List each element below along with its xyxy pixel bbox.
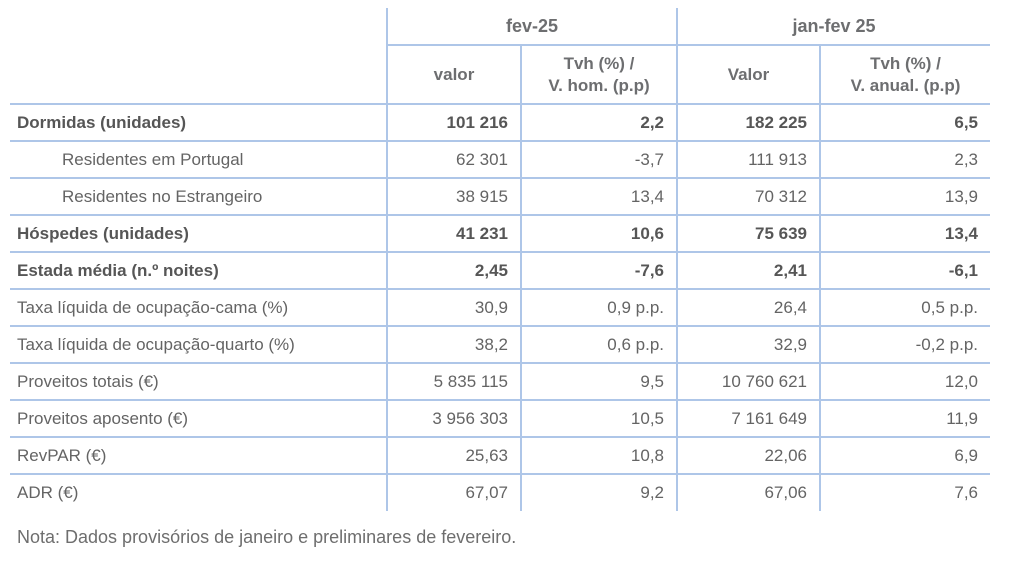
header-tvh-hom: Tvh (%) / V. hom. (p.p): [521, 45, 678, 105]
statistics-table: fev-25 jan-fev 25 valor Tvh (%) / V. hom…: [10, 8, 991, 511]
cell-value: 7 161 649: [677, 400, 821, 438]
cell-value: 67,07: [387, 474, 522, 511]
row-label: Dormidas (unidades): [10, 104, 388, 142]
cell-value: 3 956 303: [387, 400, 522, 438]
column-group-jan-fev-25: jan-fev 25: [677, 8, 991, 46]
cell-value: 2,45: [387, 252, 522, 290]
row-label: RevPAR (€): [10, 437, 388, 475]
table-row-revpar: RevPAR (€) 25,63 10,8 22,06 6,9: [10, 437, 991, 475]
row-label: Taxa líquida de ocupação-cama (%): [10, 289, 388, 327]
cell-value: 7,6: [954, 483, 979, 502]
cell-value: 0,6 p.p.: [521, 326, 678, 364]
corner-cell: [10, 8, 388, 45]
cell-value: 101 216: [387, 104, 522, 142]
table-row-proveitos-aposento: Proveitos aposento (€) 3 956 303 10,5 7 …: [10, 400, 991, 438]
cell-value: 0,5 p.p.: [820, 289, 991, 327]
cell-value: -6,1: [820, 252, 991, 290]
row-label: Hóspedes (unidades): [10, 215, 388, 253]
cell-value: 2,3: [820, 141, 991, 179]
table-row-residentes-estrangeiro: Residentes no Estrangeiro 38 915 13,4 70…: [10, 178, 991, 216]
cell-value: 38 915: [387, 178, 522, 216]
cell-value: 6,9: [820, 437, 991, 475]
cell-value: 0,9 p.p.: [521, 289, 678, 327]
cell-value: 5 835 115: [387, 363, 522, 401]
row-label: Proveitos totais (€): [10, 363, 388, 401]
cell-value: 9,5: [521, 363, 678, 401]
cell-value: 38,2: [387, 326, 522, 364]
cell-value: 182 225: [677, 104, 821, 142]
cell-value: 6,5: [820, 104, 991, 142]
cell-value: 10,6: [521, 215, 678, 253]
row-label: Estada média (n.º noites): [10, 252, 388, 290]
cell-value: 13,4: [820, 215, 991, 253]
cell-value: 62 301: [387, 141, 522, 179]
cell-value: 41 231: [387, 215, 522, 253]
table-row-adr: ADR (€) 67,07 9,2 67,06 7,6: [10, 474, 990, 511]
column-group-header-row: fev-25 jan-fev 25: [10, 8, 991, 46]
header-valor-janfev: Valor: [677, 45, 821, 105]
cell-value: -7,6: [521, 252, 678, 290]
cell-value: 11,9: [820, 400, 991, 438]
cell-value: 12,0: [820, 363, 991, 401]
cell-value: 10 760 621: [677, 363, 821, 401]
cell-value: 70 312: [677, 178, 821, 216]
cell-value: 13,4: [521, 178, 678, 216]
cell-value: -0,2 p.p.: [820, 326, 991, 364]
cell-value: 22,06: [677, 437, 821, 475]
row-label: Taxa líquida de ocupação-quarto (%): [10, 326, 388, 364]
cell-value: 30,9: [387, 289, 522, 327]
header-valor-fev: valor: [387, 45, 522, 105]
cell-value: 26,4: [677, 289, 821, 327]
column-group-fev-25: fev-25: [387, 8, 678, 46]
table-row-dormidas: Dormidas (unidades) 101 216 2,2 182 225 …: [10, 104, 991, 142]
cell-value: 32,9: [677, 326, 821, 364]
cell-value: 75 639: [677, 215, 821, 253]
row-label: Residentes em Portugal: [10, 141, 388, 179]
row-label: Residentes no Estrangeiro: [10, 178, 388, 216]
row-label: ADR (€): [10, 474, 388, 511]
cell-value: 67,06: [677, 474, 821, 511]
cell-value: 10,8: [521, 437, 678, 475]
cell-value: -3,7: [521, 141, 678, 179]
corner-cell: [10, 45, 388, 105]
cell-value: 10,5: [521, 400, 678, 438]
footnote: Nota: Dados provisórios de janeiro e pre…: [17, 527, 517, 547]
cell-value: 111 913: [677, 141, 821, 179]
row-label: Proveitos aposento (€): [10, 400, 388, 438]
header-tvh-anual: Tvh (%) / V. anual. (p.p): [820, 45, 991, 105]
table-row-ocupacao-quarto: Taxa líquida de ocupação-quarto (%) 38,2…: [10, 326, 991, 364]
cell-value: 9,2: [521, 474, 678, 511]
table-row-hospedes: Hóspedes (unidades) 41 231 10,6 75 639 1…: [10, 215, 991, 253]
cell-value: 2,2: [521, 104, 678, 142]
table-row-ocupacao-cama: Taxa líquida de ocupação-cama (%) 30,9 0…: [10, 289, 991, 327]
table-row-estada-media: Estada média (n.º noites) 2,45 -7,6 2,41…: [10, 252, 991, 290]
cell-value: 13,9: [820, 178, 991, 216]
sub-header-row: valor Tvh (%) / V. hom. (p.p) Valor Tvh …: [10, 45, 991, 105]
cell-value: 2,41: [677, 252, 821, 290]
table-row-residentes-portugal: Residentes em Portugal 62 301 -3,7 111 9…: [10, 141, 991, 179]
table-row-proveitos-totais: Proveitos totais (€) 5 835 115 9,5 10 76…: [10, 363, 991, 401]
cell-value: 25,63: [387, 437, 522, 475]
